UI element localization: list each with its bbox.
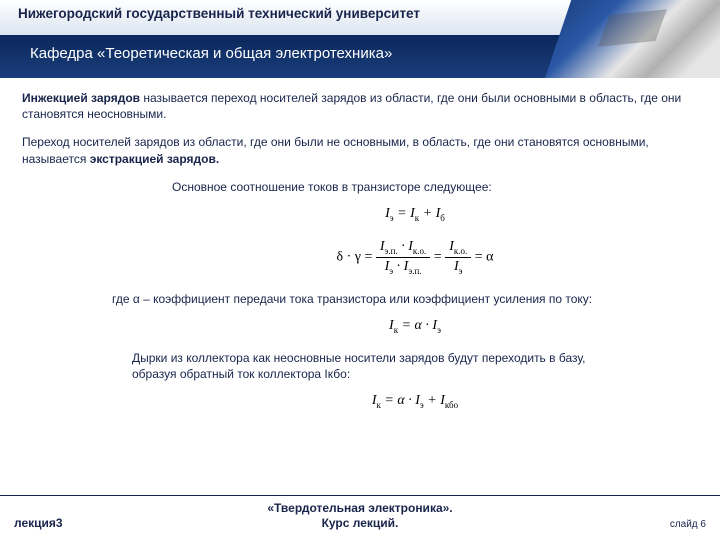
fraction-2: Iк.о. Iэ [445,238,471,277]
course-title: «Твердотельная электроника». Курс лекций… [0,501,720,532]
department-name: Кафедра «Теоретическая и общая электроте… [30,45,392,62]
sub: э.п. [408,266,421,276]
sym: = I [394,206,415,221]
slide-header: Нижегородский государственный технически… [0,0,720,78]
slide-content: Инжекцией зарядов называется переход нос… [0,78,720,411]
sym: + I [424,393,445,408]
sym: · I [398,239,413,254]
course-bot: Курс лекций. [0,516,720,532]
sub: э.п. [385,246,398,256]
footer-divider [0,495,720,496]
sub: кбо [445,400,458,410]
alpha-note: где α – коэффициент передачи тока транзи… [112,291,658,307]
sub: б [440,213,445,223]
fraction-1: Iэ.п. · Iк.о. Iэ · Iэ.п. [376,238,430,277]
formula-4: Iк = α · Iэ + Iкбо [172,392,658,411]
formula-1: Iэ = Iк + Iб [172,205,658,224]
course-top: «Твердотельная электроника». [0,501,720,517]
sym: · I [393,259,408,274]
term-extraction: экстракцией зарядов. [90,152,220,166]
sym: δ · γ = [337,250,376,265]
header-decoration [545,0,720,78]
intro-text: Основное соотношение токов в транзисторе… [172,179,658,195]
sym: = α · I [381,393,420,408]
term-injection: Инжекцией зарядов [22,91,140,105]
paragraph-extraction: Переход носителей зарядов из области, гд… [22,134,698,166]
university-name: Нижегородский государственный технически… [18,6,420,21]
sub: к.о. [413,246,426,256]
sub: э [437,325,441,335]
line: Дырки из коллектора как неосновные носит… [132,350,658,366]
sub: э [459,266,463,276]
holes-note: Дырки из коллектора как неосновные носит… [132,350,658,382]
paragraph-injection: Инжекцией зарядов называется переход нос… [22,90,698,122]
line: образуя обратный ток коллектора Iкбо: [132,366,658,382]
slide-number: слайд 6 [670,519,706,530]
main-block: Основное соотношение токов в транзисторе… [172,179,658,411]
formula-3: Iк = α · Iэ [172,317,658,336]
sub: к.о. [454,246,467,256]
sym: = α [475,250,494,265]
sym: + I [419,206,440,221]
formula-2: δ · γ = Iэ.п. · Iк.о. Iэ · Iэ.п. = Iк.о.… [172,238,658,277]
sym: = [434,250,445,265]
sym: = α · I [398,318,437,333]
